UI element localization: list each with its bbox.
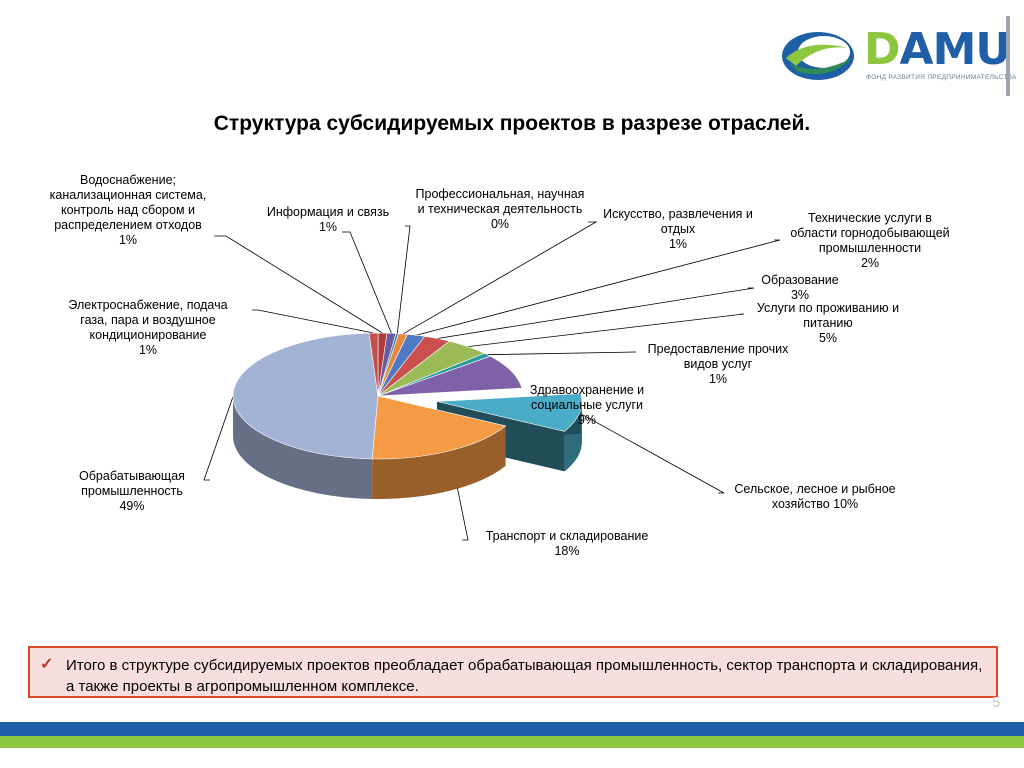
slide-title: Структура субсидируемых проектов в разре… <box>213 112 811 135</box>
pie-leader-line-7 <box>487 351 637 356</box>
pie-slice-11 <box>232 332 379 460</box>
page-number: 5 <box>992 694 1001 711</box>
pie-slice-8 <box>377 355 523 397</box>
pie-slice-10 <box>371 395 507 460</box>
pie-label-4: Технические услуги в области горнодобываю… <box>790 211 949 270</box>
pie-label-11: Обрабатывающая промышленность 49% <box>79 469 185 513</box>
footer-bar-blue <box>0 722 1024 736</box>
pie-leader-line-12 <box>252 309 374 334</box>
pie-label-2: Профессиональная, научная и техническая д… <box>416 187 585 231</box>
pie-label-1: Информация и связь 1% <box>267 205 389 234</box>
checkmark-icon: ✓ <box>40 656 54 673</box>
pie-label-10: Транспорт и складирование 18% <box>486 529 649 558</box>
pie-label-5: Образование 3% <box>761 273 839 302</box>
pie-leader-line-2 <box>396 225 411 334</box>
pie-leader-line-5 <box>437 287 755 339</box>
pie-leader-line-6 <box>467 313 745 348</box>
pie-label-0: Водоснабжение; канализационная система, ко… <box>50 173 207 247</box>
pie-leader-line-11 <box>203 396 234 481</box>
pie-leader-line-0 <box>214 235 383 334</box>
pie-label-3: Искусство, развлечения и отдых 1% <box>603 207 753 251</box>
pie-label-9: Сельское, лесное и рыбное хозяйство 10% <box>734 482 895 511</box>
summary-note: ✓ Итого в структуре субсидируемых проект… <box>28 646 998 698</box>
pie-leader-line-3 <box>402 221 598 335</box>
damu-logo-mark <box>782 32 854 80</box>
pie-slice-12 <box>368 332 379 397</box>
footer-bar-green <box>0 736 1024 748</box>
logo-divider <box>1006 16 1010 96</box>
pie-slice-9 <box>436 393 583 432</box>
logo-subtitle: ФОНД РАЗВИТИЯ ПРЕДПРИНИМАТЕЛЬСТВА <box>866 74 1017 81</box>
pie-label-8: Здравоохранение и социальные услуги 9% <box>530 383 644 427</box>
pie-label-7: Предоставление прочих видов услуг 1% <box>648 342 789 386</box>
pie-leader-line-1 <box>342 231 392 334</box>
pie-label-12: Электроснабжение, подача газа, пара и воз… <box>68 298 227 357</box>
pie-leader-line-9 <box>579 412 725 494</box>
pie-label-6: Услуги по проживанию и питанию 5% <box>757 301 899 345</box>
damu-logo: DAMU ФОНД РАЗВИТИЯ ПРЕДПРИНИМАТЕЛЬСТВА <box>778 18 1016 90</box>
summary-note-text: Итого в структуре субсидируемых проектов… <box>66 657 983 695</box>
logo-brand-text: DAMU <box>864 24 1011 75</box>
pie-slice-side-11 <box>233 396 373 499</box>
pie-leader-line-4 <box>416 239 781 336</box>
